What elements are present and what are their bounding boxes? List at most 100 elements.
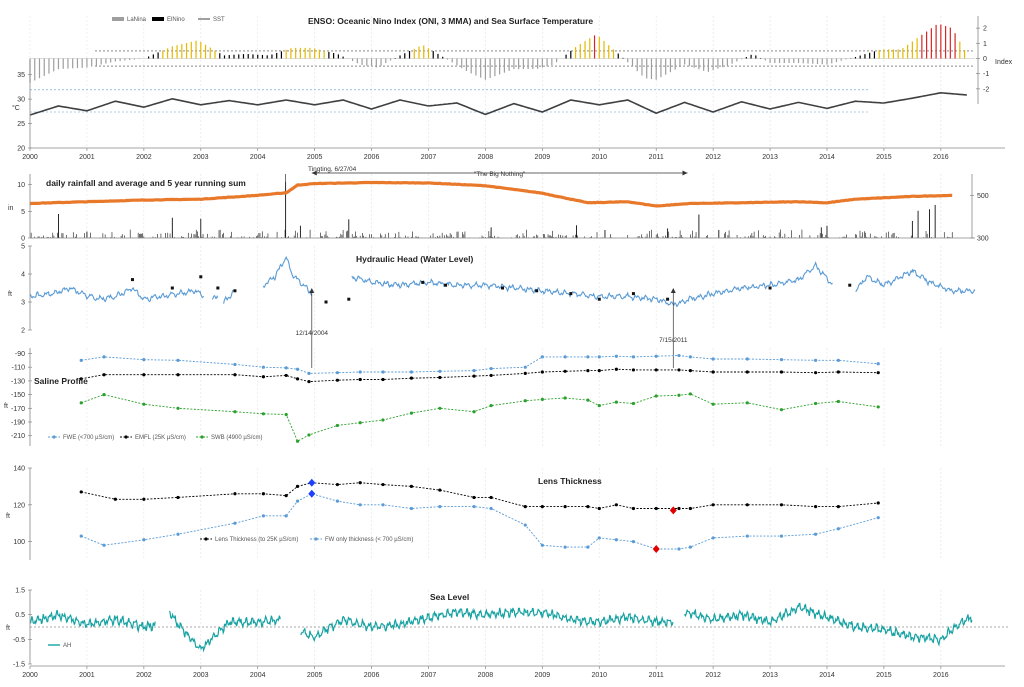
callout-label: 7/15/2011 — [659, 337, 688, 344]
lens-data-point — [358, 481, 362, 485]
saline-data-point — [489, 373, 493, 378]
span-annotation: "The Big Nothing" — [474, 171, 526, 178]
x-tick-label: 2016 — [933, 154, 949, 161]
legend-label: SWB (4900 µS/cm) — [211, 435, 262, 441]
lens-data-point — [261, 514, 266, 518]
legend-label: FW only thickness (< 700 µS/cm) — [325, 537, 413, 543]
y-tick-label: 35 — [17, 72, 25, 79]
saline-data-point — [540, 370, 544, 374]
x-tick-label: 2000 — [22, 154, 38, 161]
saline-data-point — [654, 394, 658, 398]
lens-data-point — [614, 538, 618, 542]
manual-measurement-point — [324, 300, 328, 304]
saline-data-point — [586, 369, 590, 373]
saline-data-point — [176, 373, 180, 377]
saline-data-point — [438, 406, 442, 410]
y-tick-label: 5 — [21, 244, 25, 251]
y-tick-label-right: 2 — [983, 26, 987, 33]
lens-data-point — [295, 484, 300, 488]
y-tick-label-right: 1 — [983, 41, 987, 48]
saline-data-point — [381, 377, 385, 382]
saline-data-point — [597, 403, 601, 408]
manual-measurement-point — [233, 289, 237, 293]
legend-marker — [200, 435, 204, 439]
legend-label: ElNino — [167, 17, 185, 23]
lens-data-point — [540, 543, 544, 547]
saline-data-point — [614, 367, 618, 371]
manual-measurement-point — [421, 280, 425, 284]
lens-data-point — [489, 495, 493, 500]
event-annotation: Tingting, 6/27/04 — [308, 166, 357, 173]
saline-data-point — [261, 365, 266, 369]
y-tick-label: -150 — [11, 392, 25, 399]
saline-data-point — [836, 358, 840, 362]
saline-data-point — [142, 358, 146, 362]
lens-data-point — [779, 534, 784, 538]
lens-series-line — [81, 493, 879, 550]
lens-data-point — [523, 505, 527, 509]
span-arrowhead-left — [311, 170, 317, 176]
x-tick-label: 2007 — [421, 154, 437, 161]
lens-data-point — [597, 506, 601, 511]
saline-data-point — [438, 369, 442, 373]
callout-label: 12/14/2004 — [296, 330, 329, 337]
sea-level-line — [30, 609, 156, 634]
chart-title: Hydraulic Head (Water Level) — [356, 254, 473, 264]
saline-data-point — [79, 401, 83, 405]
saline-data-point — [586, 355, 590, 359]
saline-data-point — [472, 369, 476, 373]
manual-measurement-point — [631, 292, 635, 296]
sea-level-line — [684, 602, 973, 647]
manual-measurement-point — [170, 286, 174, 290]
y-tick-label: 3 — [21, 300, 25, 307]
saline-data-point — [711, 370, 715, 374]
lens-data-point — [779, 503, 784, 507]
lens-data-point — [631, 540, 636, 544]
lens-data-point — [677, 506, 681, 511]
x-tick-label: 2009 — [535, 672, 551, 679]
legend-label: FWE (<700 µS/cm) — [63, 435, 114, 441]
saline-data-point — [688, 392, 692, 396]
lens-data-point — [836, 505, 840, 509]
y-tick-label: -0.5 — [13, 637, 25, 644]
saline-data-point — [876, 405, 880, 409]
saline-data-point — [614, 400, 618, 404]
lens-data-point — [814, 532, 818, 536]
x-tick-label: 2004 — [250, 672, 266, 679]
y-tick-label-right: -2 — [983, 86, 989, 93]
legend-label: SST — [213, 17, 225, 23]
y-tick-label: 5 — [21, 209, 25, 216]
lens-data-point — [814, 505, 818, 509]
saline-data-point — [876, 362, 880, 366]
rainfall-panel: 0 5 10 300 500 in daily rainfall and average a… — [8, 166, 989, 243]
y-tick-label: 0 — [21, 236, 25, 243]
saline-data-point — [102, 373, 106, 377]
y-tick-label: -170 — [11, 406, 25, 413]
saline-data-point — [335, 371, 340, 375]
lens-data-point — [381, 503, 385, 507]
saline-data-point — [102, 393, 106, 397]
lens-data-point — [142, 538, 146, 542]
saline-data-point — [472, 374, 476, 378]
x-tick-label: 2010 — [591, 672, 607, 679]
x-tick-label: 2013 — [762, 672, 778, 679]
y-axis-title-left: in — [8, 205, 14, 212]
lens-data-point — [409, 484, 414, 488]
lens-data-point — [597, 536, 601, 540]
saline-data-point — [233, 410, 237, 414]
saline-data-point — [438, 375, 442, 380]
chart-title: daily rainfall and average and 5 year ru… — [46, 178, 246, 188]
lens-data-point — [614, 503, 618, 507]
x-tick-label: 2001 — [79, 154, 95, 161]
saline-data-point — [876, 371, 880, 375]
saline-data-point — [677, 368, 681, 372]
y-axis-title: ft — [8, 291, 12, 298]
lens-series-line — [81, 482, 879, 509]
lens-data-point — [472, 505, 476, 509]
saline-data-point — [295, 367, 300, 371]
lens-data-point — [711, 503, 715, 507]
manual-measurement-point — [347, 297, 351, 301]
manual-measurement-point — [597, 297, 601, 301]
saline-data-point — [631, 355, 636, 359]
lens-data-point — [438, 488, 442, 492]
